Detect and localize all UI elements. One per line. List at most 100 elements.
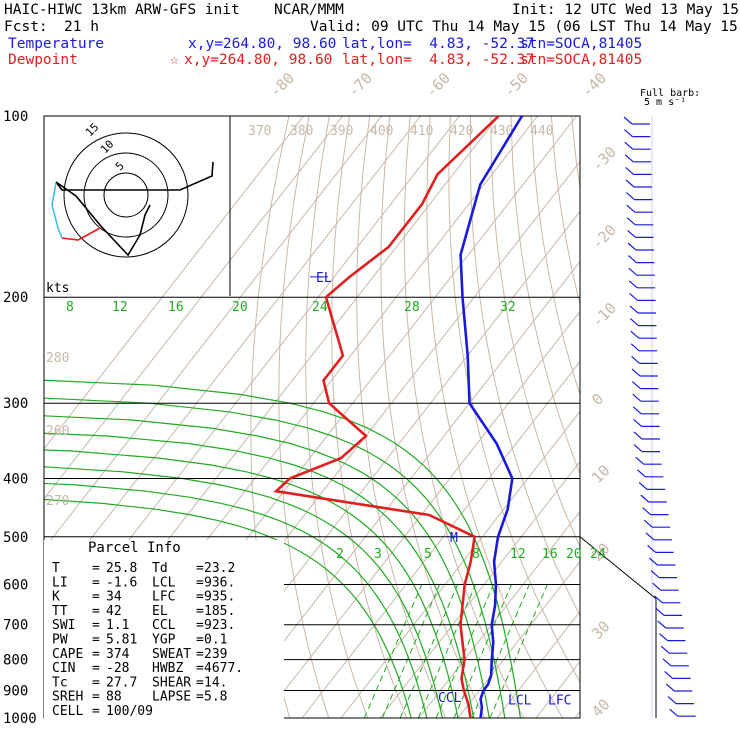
wind-barb	[645, 532, 672, 541]
wind-barb	[652, 582, 679, 591]
parcel-value: 14.	[204, 675, 227, 690]
parcel-value: 936.	[204, 575, 235, 590]
mixing-ratio-label: 8	[472, 547, 480, 562]
moist-adiabat-line	[44, 482, 428, 718]
wind-barb	[631, 368, 658, 377]
parcel-eq: =	[196, 604, 204, 619]
parcel-key: LI	[52, 575, 68, 590]
mixing-ratio-label: 2	[336, 547, 344, 562]
parcel-value: 5.81	[106, 633, 137, 648]
parcel-value: 42	[106, 604, 122, 619]
barb-panel-edge	[579, 536, 657, 600]
parcel-value: 25.8	[106, 561, 137, 576]
parcel-eq: =	[92, 561, 100, 576]
pressure-tick-label: 300	[3, 396, 28, 412]
dry-adiabat-line	[331, 116, 408, 718]
hodograph-ring-label: 15	[83, 121, 102, 140]
dewpoint-xy: x,y=264.80, 98.60	[184, 52, 333, 68]
wind-barb	[628, 255, 655, 264]
theta-label: 440	[530, 124, 553, 139]
isotherm-line	[44, 116, 421, 600]
dry-adiabat-line	[530, 116, 580, 396]
wind-barb	[632, 406, 660, 415]
wind-barb	[630, 343, 658, 352]
pressure-tick-label: 100	[3, 109, 28, 125]
isotherm-label: -30	[588, 143, 620, 175]
parcel-key: LFC	[152, 590, 175, 605]
parcel-key: Td	[152, 561, 168, 576]
wind-barb	[626, 192, 653, 201]
mixing-ratio-line	[399, 584, 459, 718]
parcel-value: 23.2	[204, 561, 235, 576]
isotherm-line	[418, 510, 580, 718]
dry-adiabat-line	[490, 116, 580, 548]
isotherm-line	[44, 116, 382, 550]
mixing-ratio-line	[381, 584, 441, 718]
parcel-eq: =	[196, 647, 204, 662]
wind-barb	[629, 292, 656, 301]
hodograph-trace-low	[51, 182, 63, 239]
parcel-key: CCL	[152, 618, 176, 633]
wind-barb	[659, 633, 686, 642]
isotherm-label: -60	[422, 69, 454, 101]
parcel-key: CIN	[52, 661, 75, 676]
parcel-value: 27.7	[106, 675, 137, 690]
parcel-value: 5.8	[204, 690, 227, 705]
parcel-key: SREH	[52, 690, 83, 705]
pressure-tick-label: 700	[3, 618, 28, 634]
isotherm-line	[379, 460, 580, 718]
isotherm-label: 30	[588, 617, 614, 643]
parcel-key: HWBZ	[152, 661, 183, 676]
isotherm-line	[535, 660, 580, 718]
pressure-tick-label: 600	[3, 577, 28, 593]
dry-adiabat-line	[510, 116, 580, 475]
isotherm-label: -20	[588, 221, 620, 253]
parcel-value: 374	[106, 647, 130, 662]
mixing-ratio-label: 24	[312, 300, 328, 315]
isotherm-label: -10	[588, 299, 620, 331]
parcel-key: SWEAT	[152, 647, 191, 662]
wind-barb	[669, 708, 696, 717]
hodograph-ring	[103, 172, 149, 218]
dry-adiabat-line	[356, 116, 447, 718]
dewpoint-station: stn=SOCA,81405	[520, 52, 643, 68]
dry-adiabat-line	[426, 116, 564, 718]
init-time: Init: 12 UTC Wed 13 May 15	[512, 2, 739, 18]
isotherm-line	[223, 260, 580, 718]
parcel-value: -28	[106, 661, 129, 676]
wind-barb	[643, 519, 671, 528]
wind-barb	[628, 280, 656, 289]
wind-barb	[624, 129, 651, 138]
fcst-value: 21 h	[64, 19, 99, 35]
wind-barb	[664, 670, 691, 680]
parcel-key: LAPSE	[152, 690, 191, 705]
pressure-tick-label: 500	[3, 530, 28, 546]
marker-lcl: LCL	[508, 694, 532, 709]
valid-time: Valid: 09 UTC Thu 14 May 15 (06 LST Thu …	[310, 19, 740, 35]
wind-barb	[648, 557, 676, 566]
parcel-eq: =	[92, 704, 100, 719]
theta-label: 280	[46, 351, 69, 366]
parcel-key: TT	[52, 604, 68, 619]
parcel-eq: =	[196, 618, 204, 633]
wind-barb	[630, 330, 657, 339]
wind-barb	[628, 267, 655, 276]
wind-barb	[626, 217, 654, 226]
hodograph-ring	[83, 152, 169, 238]
parcel-eq: =	[92, 661, 100, 676]
pressure-tick-label: 800	[3, 653, 28, 669]
parcel-value: 923.	[204, 618, 235, 633]
wind-barb	[623, 116, 650, 125]
parcel-eq: =	[92, 690, 100, 705]
theta-label: 260	[46, 424, 69, 439]
mixing-ratio-label: 20	[232, 300, 248, 315]
dry-adiabat-line	[278, 116, 330, 718]
wind-barb	[640, 494, 667, 503]
dry-adiabat-line	[380, 116, 486, 718]
parcel-key: EL	[152, 604, 168, 619]
parcel-key: K	[52, 590, 60, 605]
mixing-ratio-label: 8	[66, 300, 74, 315]
dewpoint-legend: Dewpoint	[8, 52, 78, 68]
